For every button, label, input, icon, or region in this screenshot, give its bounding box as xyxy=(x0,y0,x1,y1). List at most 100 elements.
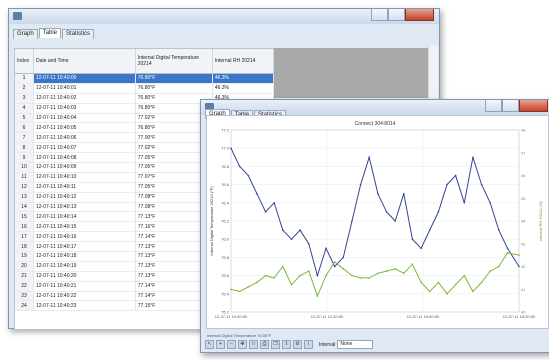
data-point xyxy=(446,293,448,295)
column-header-rh[interactable]: Internal RH 20214 xyxy=(212,49,274,74)
cell-datetime: 12-07-11 10:40:10 xyxy=(33,172,136,183)
minimize-button[interactable] xyxy=(485,100,502,112)
interval-select[interactable]: None xyxy=(337,340,374,349)
tab-graph[interactable]: Graph xyxy=(205,109,230,119)
data-point xyxy=(290,283,293,286)
cell-datetime: 12-07-11 10:40:02 xyxy=(33,93,136,104)
status-text: Internal Digital Temperature 78.55°F xyxy=(207,333,272,338)
cell-datetime: 12-07-11 10:40:21 xyxy=(33,281,136,292)
zoom-out-icon[interactable]: − xyxy=(227,340,236,349)
y2-tick-label: 45 xyxy=(521,196,526,201)
column-header-index[interactable]: Index xyxy=(15,49,34,74)
y-tick-label: 76.2 xyxy=(221,219,230,224)
cell-datetime: 12-07-11 10:40:11 xyxy=(33,182,136,193)
cell-index: 4 xyxy=(15,103,34,114)
data-point xyxy=(368,156,370,159)
data-point xyxy=(316,295,319,297)
data-point xyxy=(273,202,275,204)
data-point xyxy=(454,283,457,286)
cell-datetime: 12-07-11 10:40:04 xyxy=(33,113,136,124)
data-point xyxy=(498,229,500,231)
pointer-icon[interactable]: ↖ xyxy=(205,340,214,349)
zoom-in-icon[interactable]: + xyxy=(216,340,225,349)
data-point xyxy=(256,281,258,284)
cell-datetime: 12-07-11 10:40:07 xyxy=(33,142,136,154)
column-header-temperature[interactable]: Internal Digital Temperature 20214 xyxy=(135,49,213,74)
data-point xyxy=(489,202,492,204)
x-tick-label: 12-07-11 15:40:00 xyxy=(407,314,440,319)
data-point xyxy=(489,270,492,272)
cell-datetime: 12-07-11 10:40:12 xyxy=(33,192,136,203)
copy-icon[interactable]: ❐ xyxy=(271,340,280,349)
data-point xyxy=(264,211,267,213)
settings-icon[interactable]: ⚙ xyxy=(293,340,302,349)
title-bar[interactable] xyxy=(201,100,549,115)
x-tick-label: 12-07-11 10:40:00 xyxy=(215,314,248,319)
cell-index: 1 xyxy=(15,73,34,84)
data-point xyxy=(333,261,336,263)
cell-datetime: 12-07-11 10:40:15 xyxy=(33,221,136,233)
cell-datetime: 12-07-11 10:40:01 xyxy=(33,83,136,94)
cell-index: 6 xyxy=(15,122,34,134)
y2-tick-label: 47 xyxy=(521,150,526,155)
data-point xyxy=(437,281,440,284)
data-point xyxy=(368,277,370,279)
data-point xyxy=(518,254,520,256)
cell-datetime: 12-07-11 10:40:08 xyxy=(33,152,136,164)
close-button[interactable] xyxy=(405,9,434,21)
y-tick-label: 75.6 xyxy=(221,273,230,278)
data-point xyxy=(282,229,284,231)
y-tick-label: 77.0 xyxy=(221,146,230,151)
y-tick-label: 76.8 xyxy=(221,164,230,169)
maximize-button[interactable] xyxy=(388,9,405,21)
y2-tick-label: 46 xyxy=(521,173,526,178)
cell-index: 11 xyxy=(15,172,34,183)
info-icon[interactable]: i xyxy=(304,340,313,349)
data-point xyxy=(428,290,431,293)
print-icon[interactable]: ⎙ xyxy=(260,340,269,349)
y-tick-label: 76.0 xyxy=(221,237,230,242)
title-bar[interactable] xyxy=(9,9,439,24)
close-button[interactable] xyxy=(519,100,548,112)
data-point xyxy=(385,270,388,272)
cell-index: 23 xyxy=(15,291,34,302)
y2-tick-label: 42 xyxy=(521,264,526,269)
data-point xyxy=(351,274,353,277)
table-row[interactable]: 1 12-07-11 10:40:00 76.80°F 46.3% xyxy=(15,73,274,84)
graph-window: Graph Table Statistics Connect 304:80147… xyxy=(200,99,549,353)
x-tick-label: 12-07-11 12:20:00 xyxy=(311,314,344,319)
export-icon[interactable]: ⇪ xyxy=(282,340,291,349)
minimize-button[interactable] xyxy=(371,9,388,21)
maximize-button[interactable] xyxy=(502,100,519,112)
cell-index: 12 xyxy=(15,182,34,193)
pan-icon[interactable]: ✥ xyxy=(238,340,247,349)
data-point xyxy=(420,281,422,284)
cell-index: 18 xyxy=(15,241,34,253)
tab-table[interactable]: Table xyxy=(38,28,62,38)
data-point xyxy=(238,290,241,293)
data-point xyxy=(463,202,466,204)
cell-index: 2 xyxy=(15,83,34,94)
cell-index: 17 xyxy=(15,231,34,243)
y-tick-label: 77.2 xyxy=(221,128,230,133)
y2-axis-label: Internal RH 20214 (%) xyxy=(538,200,543,240)
tab-statistics[interactable]: Statistics xyxy=(62,29,95,39)
cell-temperature: 76.80°F xyxy=(135,73,213,84)
data-point xyxy=(472,290,474,293)
data-point xyxy=(299,229,301,231)
data-point xyxy=(247,286,250,288)
cell-datetime: 12-07-11 10:40:18 xyxy=(33,251,136,262)
tab-graph[interactable]: Graph xyxy=(13,29,38,39)
cell-index: 5 xyxy=(15,113,34,124)
line-chart[interactable]: Connect 304:8014 77.2 77.0 76.8 76.6 76.4 76.2… xyxy=(207,116,548,328)
cell-datetime: 12-07-11 10:40:06 xyxy=(33,132,136,144)
fit-icon[interactable]: □ xyxy=(249,340,258,349)
column-header-datetime[interactable]: Date and Time xyxy=(33,49,136,74)
cell-index: 10 xyxy=(15,162,34,173)
table-row[interactable]: 2 12-07-11 10:40:01 76.80°F 46.3% xyxy=(15,83,274,94)
data-point xyxy=(480,281,483,284)
cell-rh: 46.3% xyxy=(212,73,274,84)
data-point xyxy=(420,247,422,250)
cell-rh: 46.3% xyxy=(212,83,274,94)
